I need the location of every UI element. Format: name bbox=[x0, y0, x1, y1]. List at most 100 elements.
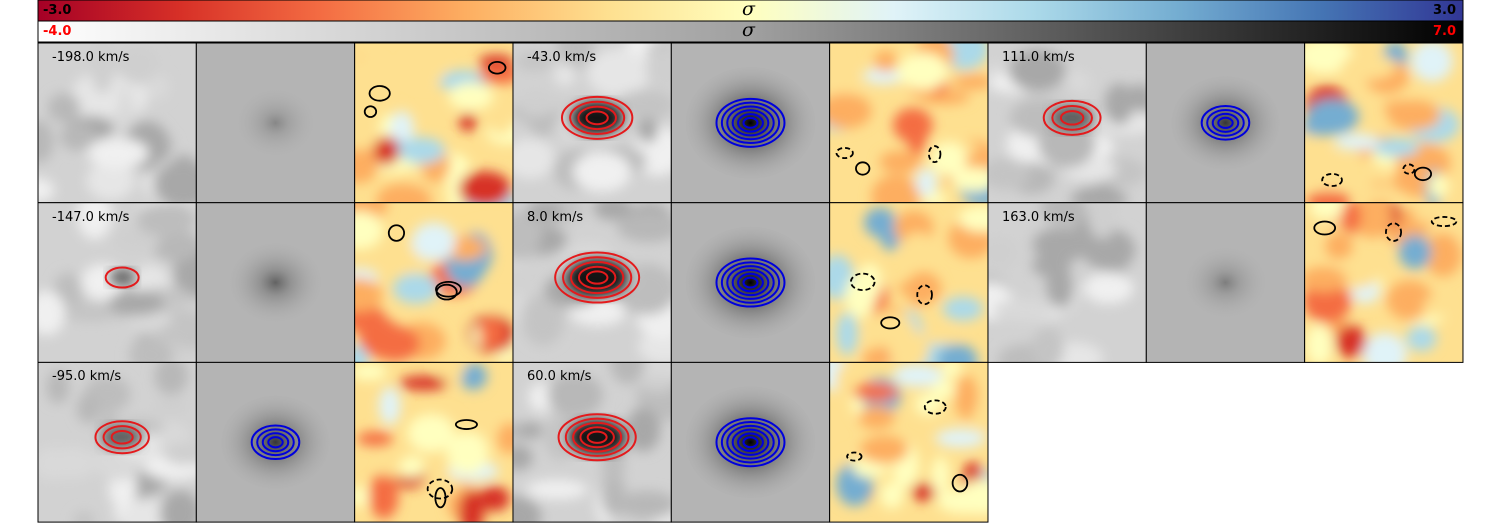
residual-panel bbox=[829, 361, 989, 523]
noise-blob bbox=[154, 160, 197, 203]
noise-blob bbox=[46, 370, 70, 404]
residual-blob bbox=[930, 141, 967, 177]
channel-velocity-label: -147.0 km/s bbox=[52, 209, 130, 225]
noise-blob bbox=[47, 93, 81, 123]
model-emission bbox=[236, 89, 315, 157]
residual-noise-field bbox=[1304, 202, 1463, 363]
residual-blob bbox=[844, 274, 876, 318]
noise-field bbox=[38, 43, 197, 203]
residual-positive-contour bbox=[1313, 220, 1337, 236]
noise-blob bbox=[512, 218, 541, 262]
noise-blob bbox=[617, 490, 672, 519]
residual-negative-contour bbox=[916, 284, 933, 306]
noise-blob bbox=[1083, 272, 1134, 304]
noise-blob bbox=[165, 312, 197, 349]
residual-blob bbox=[354, 146, 379, 184]
residual-blob bbox=[937, 344, 978, 363]
channel-velocity-label: 111.0 km/s bbox=[1001, 50, 1075, 65]
residual-blob bbox=[1335, 325, 1367, 358]
residual-blob bbox=[953, 74, 988, 90]
residual-blob bbox=[1341, 53, 1396, 80]
data-contour bbox=[1059, 110, 1085, 126]
residual-blob bbox=[867, 311, 916, 348]
residual-noise-field bbox=[354, 362, 513, 523]
residual-blob bbox=[942, 296, 984, 321]
residual-colorbar-max-label: 3.0 bbox=[1432, 3, 1456, 18]
model-contour bbox=[742, 276, 759, 289]
noise-blob bbox=[38, 290, 66, 336]
noise-blob bbox=[515, 52, 554, 71]
data-contour bbox=[577, 265, 617, 290]
residual-blob bbox=[1398, 235, 1432, 270]
residual-positive-contour bbox=[880, 316, 901, 330]
residual-blob bbox=[376, 183, 432, 203]
model-contour bbox=[726, 424, 775, 460]
residual-blob bbox=[1351, 186, 1401, 203]
residual-blob bbox=[354, 277, 383, 312]
noise-blob bbox=[526, 202, 565, 221]
noise-field bbox=[38, 362, 197, 523]
residual-blob bbox=[860, 435, 909, 464]
residual-noise-field bbox=[829, 362, 988, 515]
data-colorbar-sigma-label: σ bbox=[742, 19, 755, 41]
data-contour bbox=[572, 421, 623, 453]
model-contour bbox=[737, 272, 764, 293]
residual-blob bbox=[392, 273, 439, 304]
model-emission bbox=[220, 395, 330, 490]
residual-blob bbox=[354, 485, 370, 508]
noise-blob bbox=[547, 373, 603, 417]
noise-blob bbox=[1032, 227, 1090, 262]
residual-blob bbox=[437, 362, 466, 383]
data-contour bbox=[577, 105, 617, 131]
residual-blob bbox=[458, 489, 485, 523]
noise-blob bbox=[1031, 326, 1064, 363]
data-contour bbox=[554, 251, 641, 304]
residual-blob bbox=[1306, 98, 1359, 135]
emission-peak bbox=[567, 258, 628, 297]
noise-blob bbox=[38, 178, 55, 202]
residual-negative-contour bbox=[1385, 222, 1403, 242]
noise-blob bbox=[148, 74, 169, 100]
noise-blob bbox=[625, 407, 661, 452]
residual-blob bbox=[359, 317, 402, 358]
residual-blob bbox=[829, 48, 845, 64]
noise-blob bbox=[528, 383, 555, 412]
noise-blob bbox=[586, 48, 650, 97]
data-panel bbox=[512, 42, 672, 204]
residual-blob bbox=[354, 211, 384, 250]
residual-noise-field bbox=[354, 54, 513, 203]
residual-blob bbox=[490, 113, 512, 135]
residual-blob bbox=[897, 52, 949, 90]
noise-blob bbox=[86, 161, 135, 201]
data-contour bbox=[570, 260, 625, 295]
residual-blob bbox=[829, 93, 872, 129]
noise-blob bbox=[610, 362, 646, 385]
noise-blob bbox=[573, 151, 631, 192]
residual-noise-field bbox=[829, 205, 988, 363]
model-contour bbox=[726, 265, 775, 300]
residual-blob bbox=[448, 82, 494, 111]
panel-frame bbox=[829, 361, 989, 523]
data-contour bbox=[579, 426, 615, 449]
noise-blob bbox=[1008, 49, 1066, 92]
residual-blob bbox=[1334, 133, 1380, 151]
residual-positive-contour bbox=[435, 283, 458, 301]
noise-blob bbox=[530, 119, 555, 137]
residual-blob bbox=[862, 348, 887, 363]
model-panel bbox=[195, 361, 356, 523]
residual-negative-contour bbox=[1402, 163, 1416, 175]
noise-blob bbox=[154, 362, 188, 396]
residual-blob bbox=[1372, 137, 1420, 158]
residual-blob bbox=[1428, 173, 1449, 199]
model-contour bbox=[1206, 108, 1245, 137]
data-contour bbox=[560, 95, 634, 140]
noise-blob bbox=[645, 48, 672, 87]
residual-blob bbox=[879, 150, 922, 174]
residual-blob bbox=[892, 363, 943, 388]
residual-blob bbox=[931, 456, 950, 496]
noise-blob bbox=[129, 336, 174, 363]
data-contour bbox=[104, 266, 140, 289]
panel-grid bbox=[37, 42, 1464, 523]
residual-blob bbox=[931, 378, 956, 400]
noise-blob bbox=[38, 120, 54, 163]
